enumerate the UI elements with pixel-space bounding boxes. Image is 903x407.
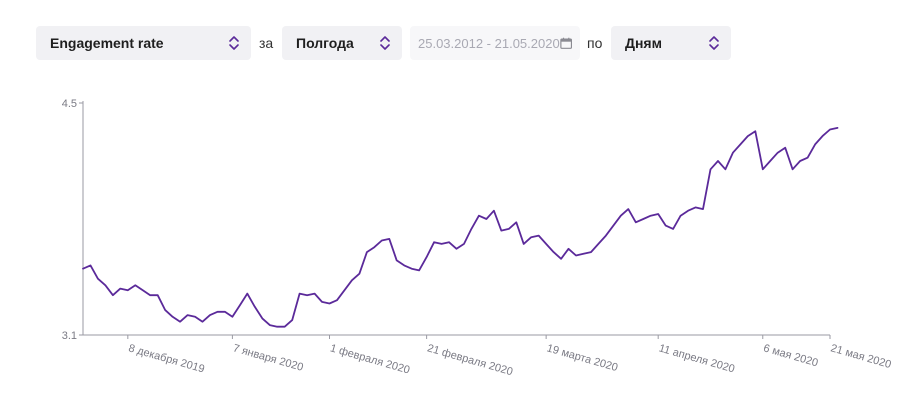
x-axis-labels: 8 декабря 2019 7 января 2020 1 февраля 202… — [127, 342, 893, 378]
metric-select-label: Engagement rate — [50, 35, 164, 51]
chart-axes — [79, 101, 831, 339]
x-tick-label: 21 февраля 2020 — [426, 342, 514, 378]
chevron-up-down-icon — [380, 36, 390, 50]
granularity-select-label: Дням — [625, 35, 662, 51]
x-tick-label: 21 мая 2020 — [829, 342, 892, 371]
calendar-icon — [559, 37, 572, 49]
x-tick-label: 1 февраля 2020 — [329, 342, 411, 376]
period-select-label: Полгода — [296, 35, 354, 51]
engagement-line-chart: 3.1 4.5 8 декабря 2019 7 января 2020 1 февр… — [62, 98, 893, 378]
y-tick-label: 3.1 — [62, 330, 77, 342]
date-range-field[interactable]: 25.03.2012 - 21.05.2020 — [410, 26, 580, 60]
x-tick-label: 19 марта 2020 — [545, 342, 619, 374]
y-tick-label: 4.5 — [62, 98, 77, 110]
granularity-select[interactable]: Дням — [611, 26, 731, 60]
x-tick-label: 6 мая 2020 — [762, 342, 819, 369]
y-axis-labels: 3.1 4.5 — [62, 98, 77, 342]
label-for: за — [259, 35, 274, 51]
chevron-up-down-icon — [709, 36, 719, 50]
x-tick-label: 8 декабря 2019 — [127, 342, 206, 375]
chevron-up-down-icon — [229, 36, 239, 50]
date-range-text: 25.03.2012 - 21.05.2020 — [418, 35, 560, 51]
toolbar: Engagement rate за Полгода 25.03.2012 - … — [0, 0, 903, 88]
engagement-rate-series-line — [82, 127, 839, 328]
label-to: по — [587, 35, 603, 51]
period-select[interactable]: Полгода — [282, 26, 402, 60]
x-tick-label: 7 января 2020 — [232, 342, 305, 374]
metric-select[interactable]: Engagement rate — [36, 26, 251, 60]
x-tick-label: 11 апреля 2020 — [657, 342, 736, 375]
